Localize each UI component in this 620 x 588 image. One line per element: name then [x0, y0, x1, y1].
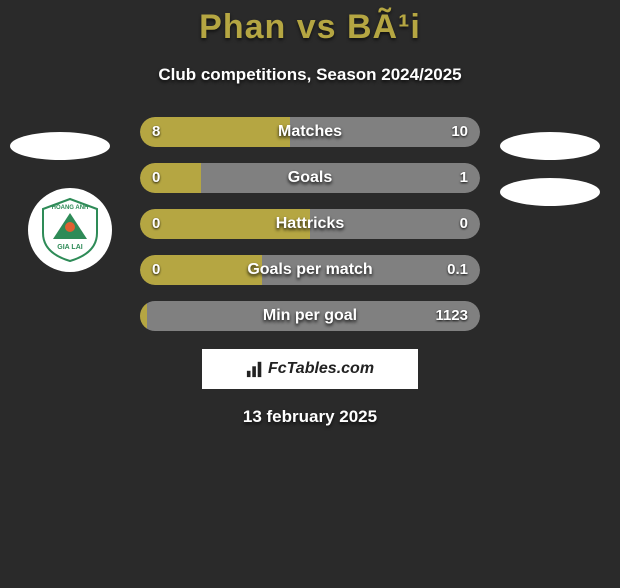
- value-left: 0: [152, 209, 160, 239]
- bar-fill-left: [140, 163, 201, 193]
- metric-row: 1123Min per goal: [0, 301, 620, 331]
- left-team-badge: HOANG ANH GIA LAI: [28, 188, 112, 272]
- bar-track: [140, 163, 480, 193]
- bars-icon: [246, 360, 264, 378]
- value-right: 1: [460, 163, 468, 193]
- right-oval: [500, 178, 600, 206]
- badge-text-bottom: GIA LAI: [57, 244, 82, 251]
- value-right: 0.1: [447, 255, 468, 285]
- value-right: 1123: [435, 301, 468, 331]
- subtitle: Club competitions, Season 2024/2025: [0, 65, 620, 85]
- date-label: 13 february 2025: [0, 407, 620, 427]
- bar-fill-right: [201, 163, 480, 193]
- footer-logo: FcTables.com: [202, 349, 418, 389]
- right-oval: [500, 132, 600, 160]
- bar-track: [140, 117, 480, 147]
- team-crest-icon: HOANG ANH GIA LAI: [35, 195, 105, 265]
- left-oval: [10, 132, 110, 160]
- value-left: 0: [152, 255, 160, 285]
- value-right: 0: [460, 209, 468, 239]
- bar-fill-left: [140, 117, 290, 147]
- bar-fill-right: [310, 209, 480, 239]
- page-title: Phan vs BÃ¹i: [0, 8, 620, 47]
- value-left: 8: [152, 117, 160, 147]
- badge-text-top: HOANG ANH: [52, 205, 89, 211]
- bar-track: [140, 209, 480, 239]
- value-right: 10: [451, 117, 468, 147]
- footer-logo-text: FcTables.com: [268, 360, 374, 378]
- bar-track: [140, 301, 480, 331]
- bar-track: [140, 255, 480, 285]
- bar-fill-right: [147, 301, 480, 331]
- bar-fill-left: [140, 209, 310, 239]
- bar-fill-left: [140, 301, 147, 331]
- value-left: 0: [152, 163, 160, 193]
